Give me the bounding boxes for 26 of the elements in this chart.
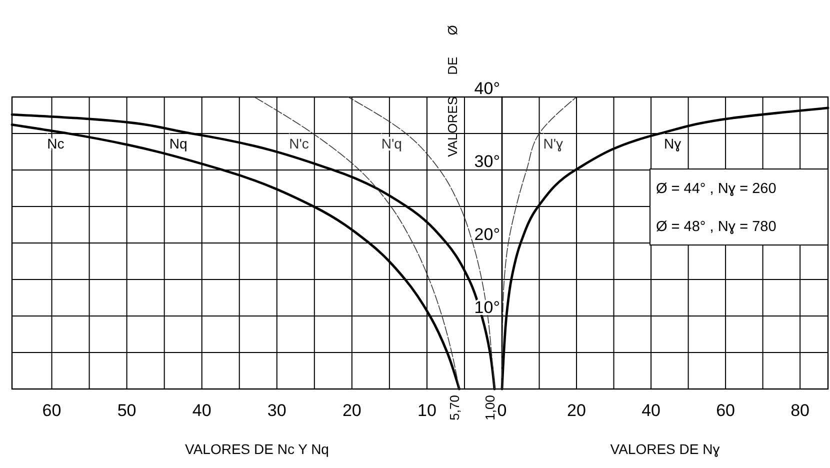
annotation: 5,70 [447, 395, 462, 420]
series-label: Nq [169, 136, 188, 152]
note-box: Ø = 44° , Nɣ = 260 Ø = 48° , Nɣ = 780 [650, 168, 828, 246]
annotation: 1,00 [482, 395, 498, 420]
x-axis-title: VALORES DE Nɣ [610, 441, 720, 457]
x-tick-label: 30 [267, 401, 286, 420]
series-label: N'ɣ [543, 136, 564, 152]
y-tick-label: 40° [474, 79, 500, 98]
x-tick-label: 20 [567, 401, 586, 420]
x-tick-label: 10 [418, 401, 436, 420]
x-tick-label: 50 [117, 401, 136, 420]
x-tick-label: 60 [716, 401, 736, 420]
series-label: Nɣ [664, 136, 682, 152]
annotation: Ø = 44° , Nɣ = 260 [656, 181, 776, 197]
y-tick-label: 20° [474, 225, 500, 244]
x-tick-label: 0 [497, 401, 507, 420]
x-tick-label: 80 [790, 401, 810, 420]
x-tick-label: 40 [642, 401, 660, 420]
y-axis-title: VALORES DE Ø [445, 25, 460, 157]
annotation: Ø = 48° , Nɣ = 780 [656, 219, 776, 235]
y-tick-label: 30° [474, 152, 500, 171]
x-tick-label: 40 [192, 401, 212, 420]
x-tick-label: 60 [42, 401, 62, 420]
x-tick-label: 20 [342, 401, 362, 420]
x-axis-title: VALORES DE Nc Y Nq [185, 441, 329, 457]
series-label: N'c [289, 136, 309, 152]
